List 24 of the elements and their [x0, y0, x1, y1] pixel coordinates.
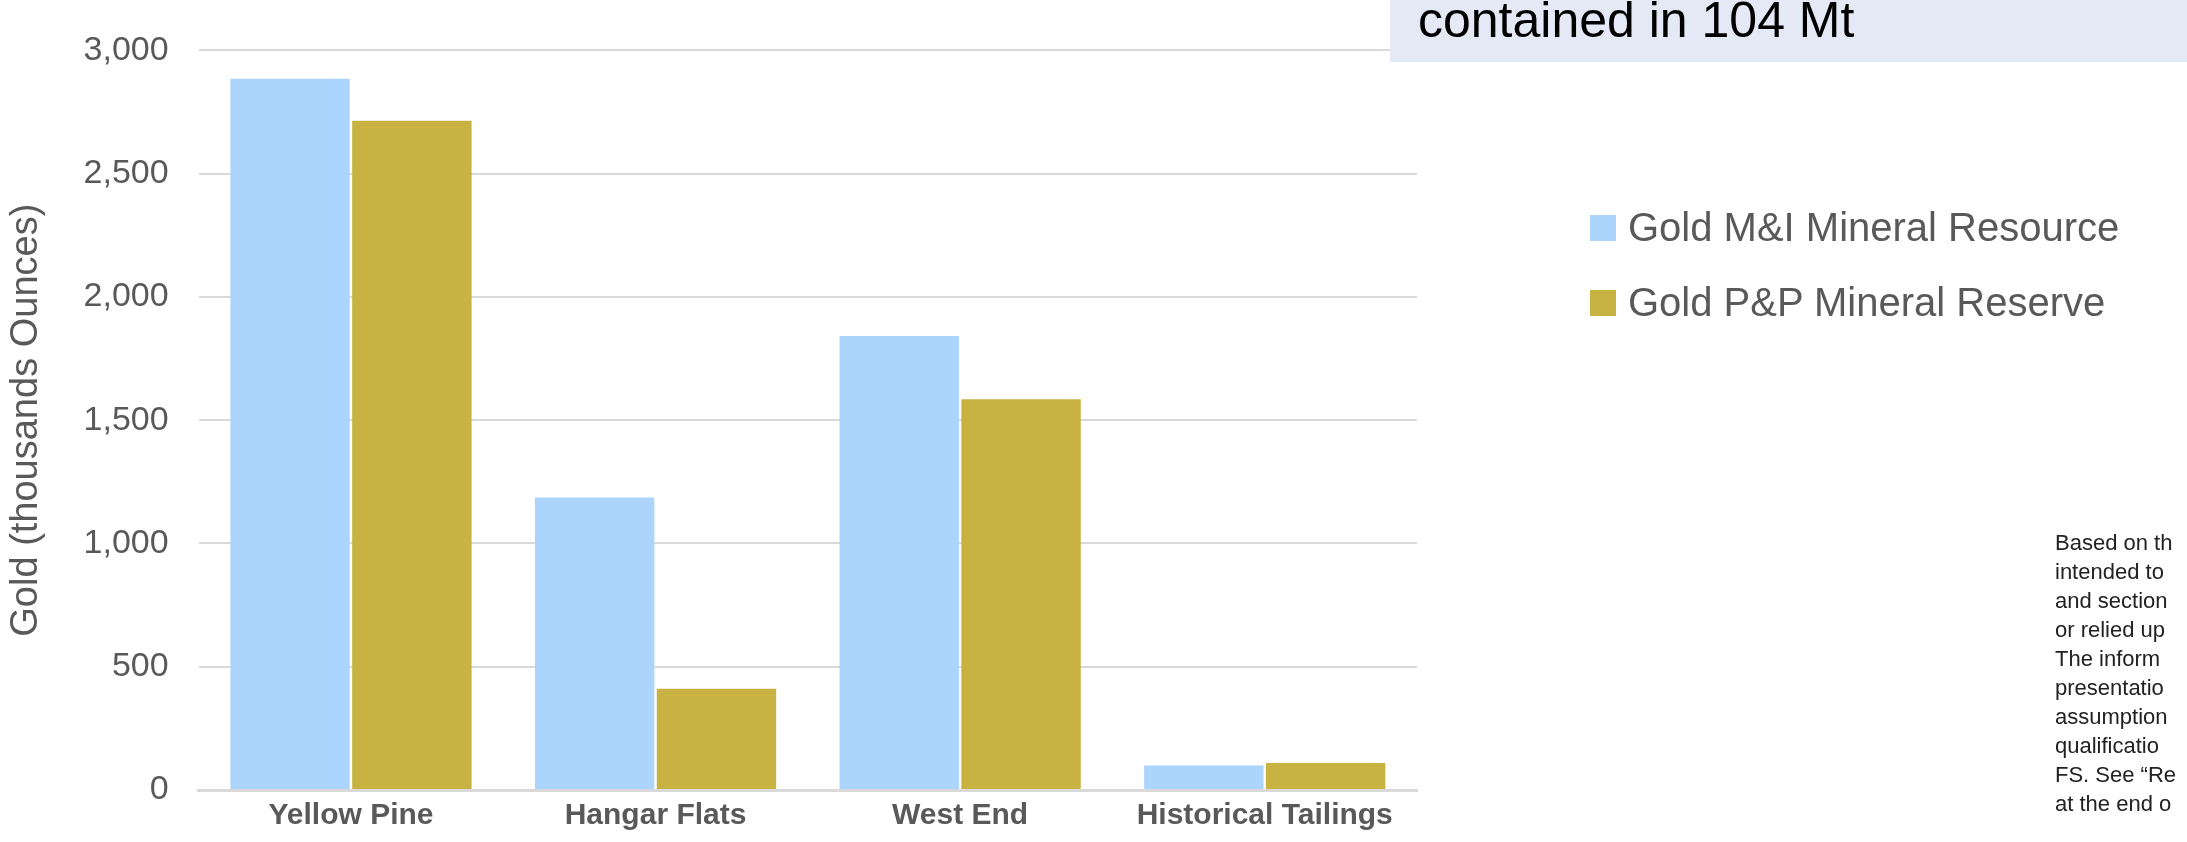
bar	[534, 497, 655, 789]
legend-label: Gold P&P Mineral Reserve	[1628, 280, 2106, 325]
bar	[352, 120, 472, 789]
note-box: contained in 104 Mt	[1390, 0, 2187, 62]
y-tick-label: 0	[149, 768, 169, 807]
x-tick-label: Yellow Pine	[268, 797, 434, 831]
y-tick-label: 2,000	[83, 275, 169, 314]
y-tick-label: 500	[111, 645, 169, 684]
bar	[1144, 765, 1264, 789]
y-tick-label: 3,000	[83, 28, 169, 67]
x-tick-label: Hangar Flats	[564, 797, 747, 831]
y-tick-label: 2,500	[83, 152, 169, 191]
y-tick-label: 1,500	[83, 398, 169, 437]
bar	[1265, 762, 1386, 789]
bar	[961, 399, 1081, 789]
x-tick-label: Historical Tailings	[1136, 797, 1393, 831]
bar	[230, 78, 350, 789]
y-tick-label: 1,000	[83, 521, 169, 560]
legend-label: Gold M&I Mineral Resource	[1628, 205, 2120, 250]
bar	[839, 335, 959, 789]
text: Based on th intended to and section or relied up The inform presentatio assumption qualificatio FS. See “Re at the end o	[2055, 530, 2177, 816]
y-axis-title: Gold (thousands Ounces)	[3, 203, 46, 637]
x-tick-label: West End	[892, 797, 1029, 831]
bar	[656, 688, 777, 789]
